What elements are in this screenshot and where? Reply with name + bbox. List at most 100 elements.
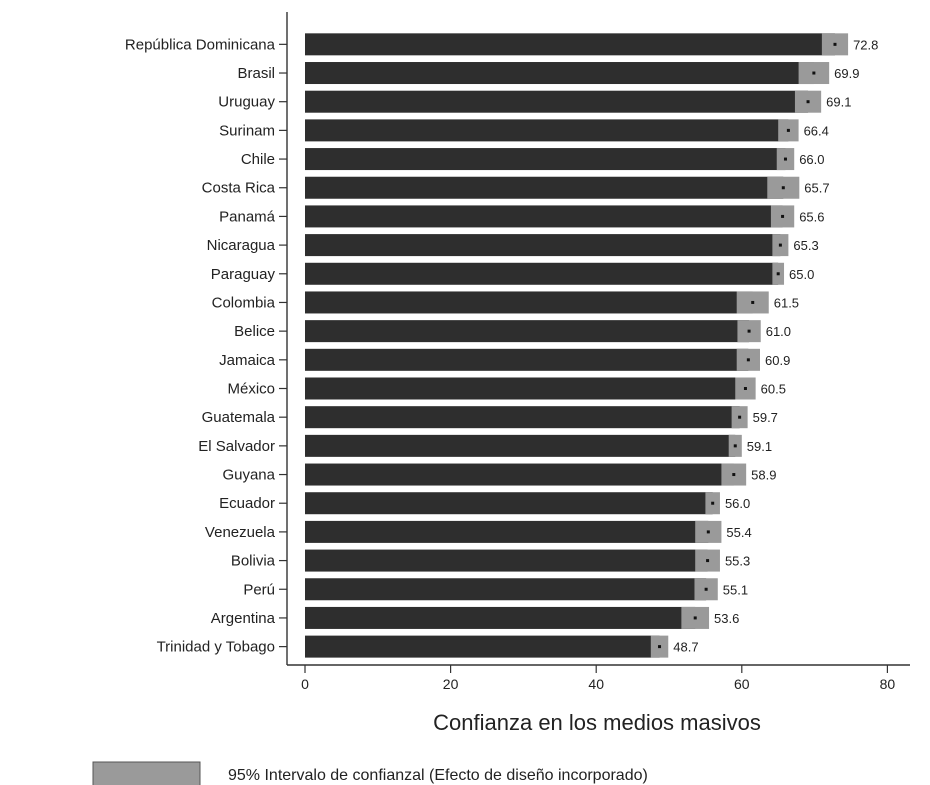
bar [305, 492, 713, 515]
point-estimate [732, 473, 736, 477]
value-label: 66.0 [799, 152, 824, 167]
x-tick-label: 80 [880, 676, 896, 692]
point-estimate [781, 214, 785, 218]
point-estimate [706, 559, 710, 563]
labels-layer: República Dominicana 72.8 Brasil 69.9 Urugua… [125, 36, 878, 655]
category-label: Belice [234, 323, 275, 340]
x-tick-label: 20 [443, 676, 459, 692]
bar [305, 406, 740, 429]
value-label: 66.4 [804, 123, 829, 138]
category-label: México [227, 381, 275, 398]
category-label: Bolivia [231, 553, 276, 570]
category-label: Nicaragua [207, 237, 276, 254]
point-estimate [738, 415, 742, 419]
bar [305, 291, 753, 314]
value-label: 59.7 [753, 410, 778, 425]
bar [305, 320, 750, 343]
category-label: Ecuador [219, 495, 275, 512]
value-label: 69.1 [826, 95, 851, 110]
value-label: 55.3 [725, 554, 750, 569]
value-label: 65.3 [793, 238, 818, 253]
bar [305, 549, 708, 572]
point-estimate [776, 272, 780, 276]
category-label: Jamaica [219, 352, 276, 369]
category-label: Surinam [219, 122, 275, 139]
point-estimate [733, 444, 737, 448]
value-label: 58.9 [751, 468, 776, 483]
bar [305, 578, 707, 601]
point-estimate [783, 157, 787, 161]
point-estimate [806, 100, 810, 104]
legend-swatch [92, 761, 201, 785]
bar [305, 635, 660, 658]
category-label: Panamá [219, 208, 276, 225]
bar [305, 90, 809, 113]
value-label: 59.1 [747, 439, 772, 454]
category-label: El Salvador [198, 438, 275, 455]
category-label: Trinidad y Tobago [157, 639, 275, 656]
point-estimate [704, 587, 708, 591]
bar [305, 119, 789, 142]
value-label: 61.5 [774, 295, 799, 310]
bar [305, 606, 696, 629]
x-axis-title: Confianza en los medios masivos [433, 710, 761, 735]
bar [305, 234, 781, 257]
bar [305, 348, 749, 371]
bar [305, 148, 786, 171]
category-label: República Dominicana [125, 36, 276, 53]
value-label: 53.6 [714, 611, 739, 626]
category-label: Venezuela [205, 524, 276, 541]
category-label: Chile [241, 151, 275, 168]
value-label: 48.7 [673, 640, 698, 655]
value-label: 56.0 [725, 496, 750, 511]
category-label: Argentina [211, 610, 276, 627]
category-label: Paraguay [211, 266, 276, 283]
point-estimate [781, 186, 785, 190]
point-estimate [833, 42, 837, 46]
value-label: 60.9 [765, 353, 790, 368]
bar [305, 434, 736, 457]
point-estimate [778, 243, 782, 247]
value-label: 69.9 [834, 66, 859, 81]
point-estimate [786, 128, 790, 132]
bar [305, 520, 709, 543]
value-label: 65.6 [799, 209, 824, 224]
point-estimate [743, 387, 747, 390]
bar [305, 62, 814, 85]
category-label: Perú [243, 581, 275, 598]
category-label: Guyana [222, 467, 275, 484]
value-label: 55.4 [726, 525, 751, 540]
point-estimate [747, 329, 751, 333]
value-label: 65.7 [804, 181, 829, 196]
category-label: Colombia [212, 294, 276, 311]
value-label: 65.0 [789, 267, 814, 282]
bar [305, 262, 779, 285]
x-tick-label: 40 [588, 676, 604, 692]
point-estimate [751, 300, 755, 304]
bar [305, 176, 784, 199]
x-tick-label: 60 [734, 676, 750, 692]
point-estimate [812, 71, 816, 75]
category-label: Guatemala [202, 409, 276, 426]
bar [305, 377, 746, 400]
bar [305, 205, 783, 228]
point-estimate [746, 358, 750, 362]
point-estimate [706, 530, 710, 534]
bar [305, 463, 734, 486]
point-estimate [711, 501, 715, 505]
value-label: 61.0 [766, 324, 791, 339]
bar [305, 33, 835, 56]
point-estimate [693, 616, 697, 620]
value-label: 60.5 [761, 382, 786, 397]
value-label: 72.8 [853, 37, 878, 52]
legend-label: 95% Intervalo de confianzal (Efecto de d… [228, 767, 648, 784]
category-label: Brasil [237, 65, 275, 82]
category-label: Uruguay [218, 94, 275, 111]
point-estimate [658, 645, 662, 649]
legend: 95% Intervalo de confianzal (Efecto de d… [92, 761, 648, 785]
value-label: 55.1 [723, 582, 748, 597]
category-label: Costa Rica [202, 180, 276, 197]
bars-layer [305, 33, 849, 658]
